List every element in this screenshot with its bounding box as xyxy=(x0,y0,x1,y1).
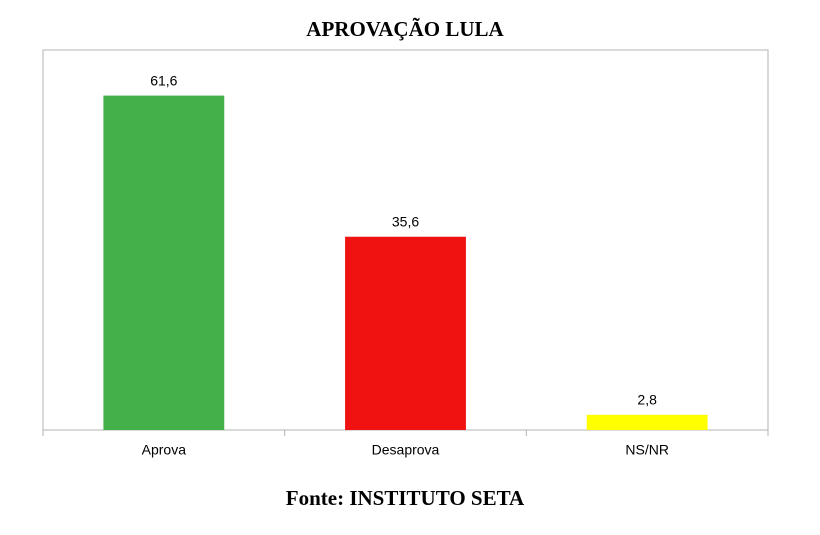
bar xyxy=(103,95,225,430)
x-tick-label: Desaprova xyxy=(372,442,440,458)
chart-title: APROVAÇÃO LULA xyxy=(306,17,504,41)
source-note: Fonte: INSTITUTO SETA xyxy=(286,486,525,510)
x-tick-label: NS/NR xyxy=(625,442,669,458)
value-label: 35,6 xyxy=(392,213,419,229)
x-tick-label: Aprova xyxy=(142,442,187,458)
value-label: 2,8 xyxy=(637,392,657,408)
value-label: 61,6 xyxy=(150,72,177,88)
bar xyxy=(345,236,466,430)
bar xyxy=(586,414,708,430)
